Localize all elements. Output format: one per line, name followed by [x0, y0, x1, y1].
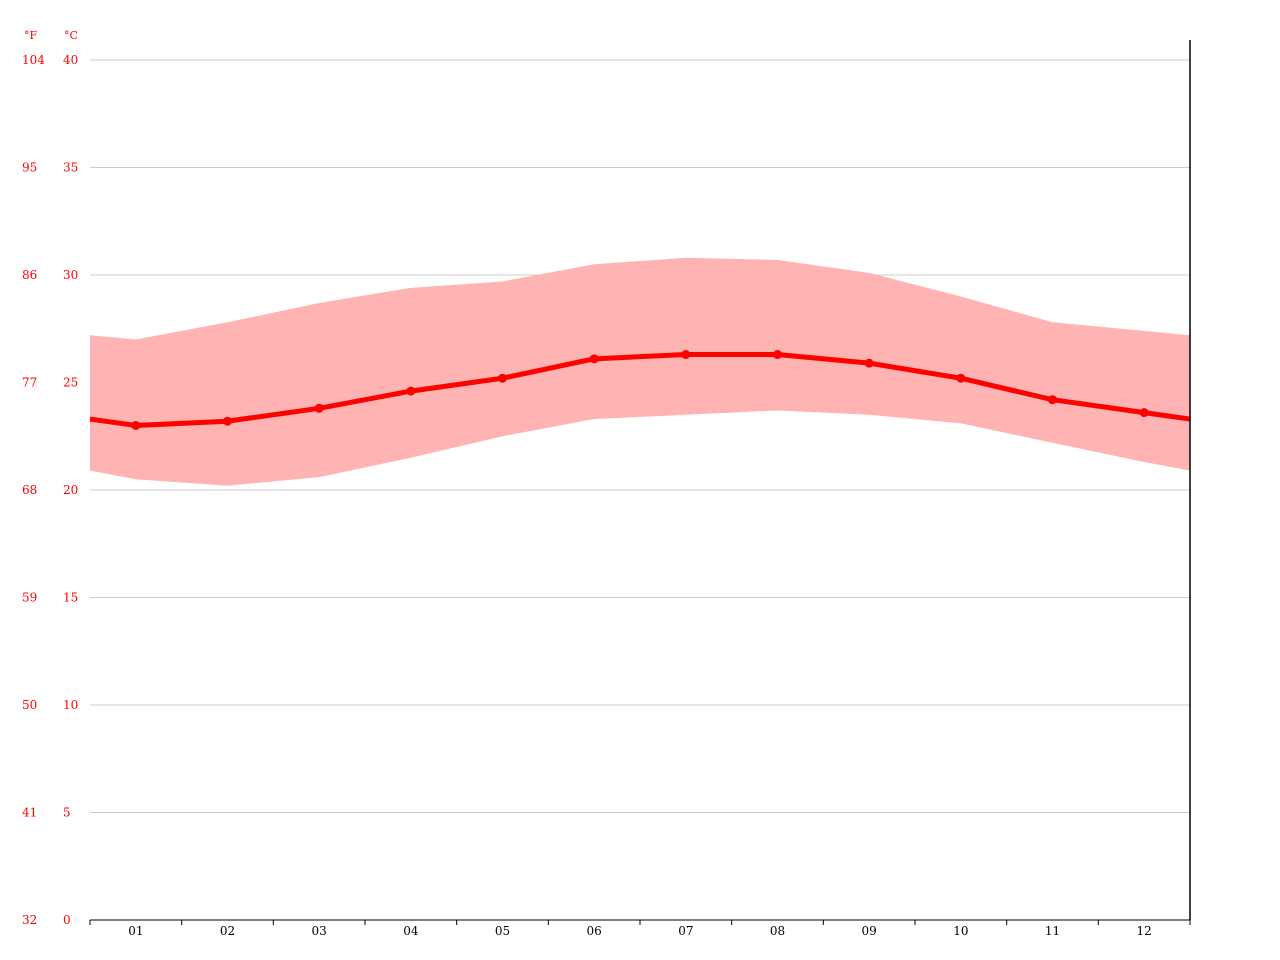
average-temperature-point: [498, 373, 507, 383]
x-tick-label: 12: [1137, 924, 1152, 938]
x-tick-label: 08: [770, 924, 785, 938]
y-axis-labels: °F °C 0 32 5 41 10 50 15 59 20 68 25 77 30 86 35 95 40 10…: [22, 29, 78, 927]
x-tick-label: 09: [862, 924, 877, 938]
x-tick-label: 06: [587, 924, 602, 938]
y-tick-label-celsius: 15: [63, 591, 78, 605]
y-tick-label-celsius: 25: [63, 376, 78, 390]
y-tick-label-fahrenheit: 32: [22, 913, 37, 927]
y-tick-label-fahrenheit: 68: [22, 483, 37, 497]
average-temperature-point: [681, 350, 691, 360]
x-tick-label: 07: [678, 924, 693, 938]
average-temperature-point: [864, 358, 874, 368]
temperature-range-band-layer: [90, 257, 1190, 486]
x-tick-label: 01: [128, 924, 143, 938]
y-tick-label-fahrenheit: 86: [22, 268, 37, 282]
y-tick-label-celsius: 30: [63, 268, 78, 282]
x-axis-labels: 01 02 03 04 05 06 07 08 09 10 11 12: [128, 924, 1152, 938]
y-tick-label-celsius: 40: [63, 53, 78, 67]
average-temperature-point: [589, 354, 599, 364]
average-temperature-line-layer: [89, 350, 1191, 430]
y-tick-label-fahrenheit: 59: [22, 591, 37, 605]
y-tick-label-celsius: 0: [63, 913, 71, 927]
axes: [89, 40, 1191, 925]
average-temperature-point: [314, 403, 324, 413]
y-tick-label-celsius: 5: [63, 806, 71, 820]
average-temperature-line: [89, 352, 1191, 428]
y-tick-label-fahrenheit: 50: [22, 698, 37, 712]
x-tick-label: 03: [312, 924, 327, 938]
average-temperature-point: [406, 386, 416, 396]
x-tick-label: 02: [220, 924, 235, 938]
y-tick-label-celsius: 10: [63, 698, 78, 712]
average-temperature-point: [773, 350, 782, 360]
temperature-range-band: [90, 257, 1190, 486]
y-tick-label-celsius: 35: [63, 161, 78, 175]
y-tick-label-fahrenheit: 77: [22, 376, 37, 390]
y-tick-label-fahrenheit: 41: [22, 806, 37, 820]
y-unit-label-fahrenheit: °F: [24, 29, 38, 42]
average-temperature-point: [223, 416, 232, 426]
y-unit-label-celsius: °C: [64, 29, 78, 42]
average-temperature-point: [131, 421, 141, 430]
y-tick-label-fahrenheit: 104: [22, 53, 45, 67]
average-temperature-point: [1139, 408, 1149, 418]
y-tick-label-fahrenheit: 95: [22, 161, 37, 175]
x-tick-label: 10: [953, 924, 968, 938]
y-tick-label-celsius: 20: [63, 483, 78, 497]
x-tick-label: 05: [495, 924, 510, 938]
average-temperature-point: [956, 373, 966, 383]
average-temperature-point: [1048, 395, 1057, 405]
x-tick-label: 11: [1045, 924, 1060, 938]
x-tick-label: 04: [403, 924, 419, 938]
